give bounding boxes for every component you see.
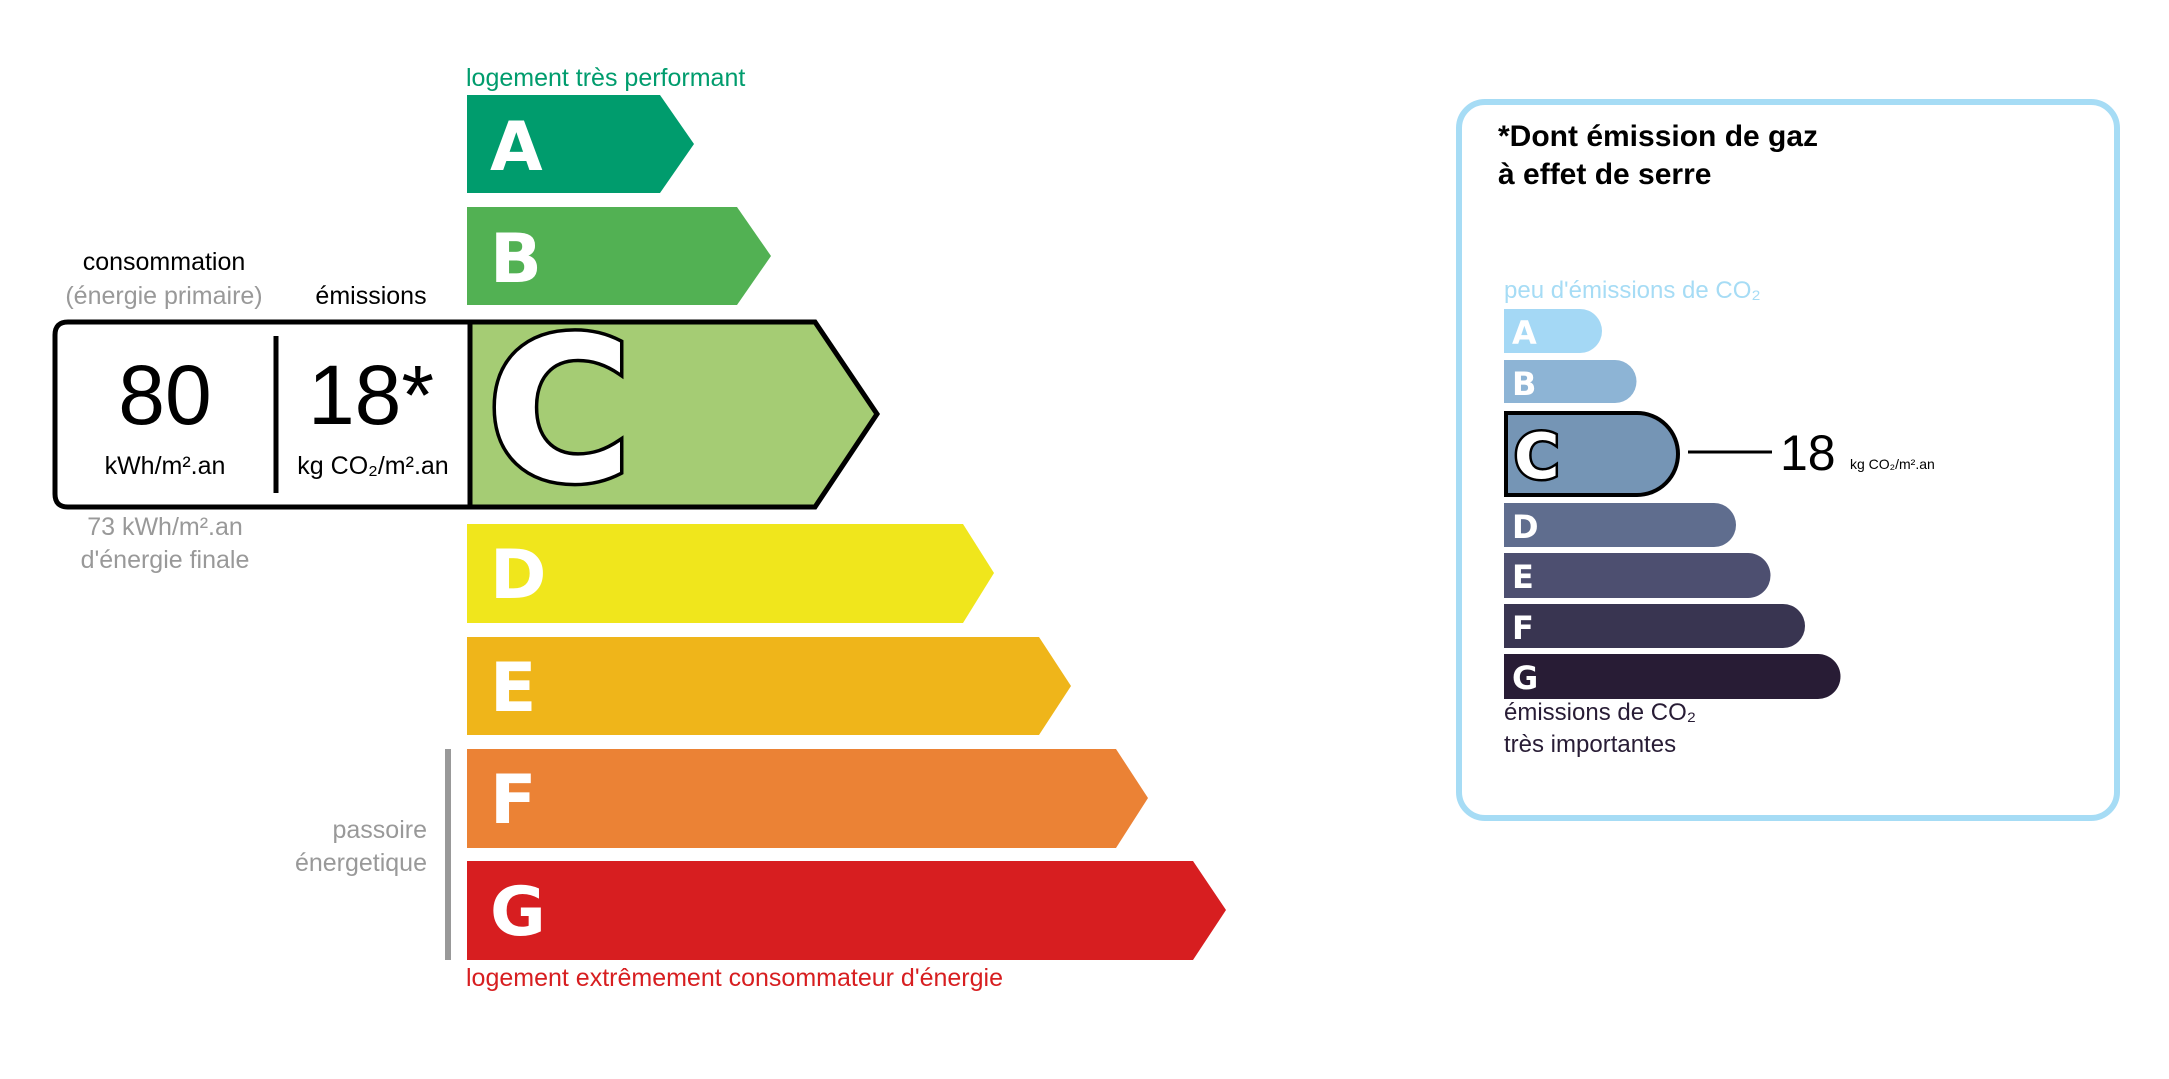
passoire-label-1: passoire bbox=[333, 816, 428, 844]
ges-bar-g bbox=[1504, 654, 1841, 699]
energy-bar-b bbox=[467, 207, 771, 305]
consumption-title: consommation bbox=[83, 248, 246, 276]
energy-letter-f: F bbox=[490, 761, 536, 840]
consumption-unit: kWh/m².an bbox=[105, 452, 226, 480]
passoire-label-2: énergetique bbox=[295, 849, 427, 877]
final-energy-value: 73 kWh/m².an bbox=[87, 513, 243, 541]
ges-letter-e: E bbox=[1512, 558, 1534, 596]
ges-bar-d bbox=[1504, 503, 1736, 547]
ges-bar-a bbox=[1504, 309, 1602, 353]
ges-letter-a: A bbox=[1512, 314, 1537, 352]
ges-letter-f: F bbox=[1512, 609, 1534, 647]
bottom-label: logement extrêmement consommateur d'éner… bbox=[466, 964, 1003, 992]
energy-class-d: D bbox=[467, 524, 994, 623]
ges-unit: kg CO₂/m².an bbox=[1850, 456, 1935, 472]
emissions-unit: kg CO₂/m².an bbox=[297, 452, 448, 480]
energy-class-e: E bbox=[467, 637, 1071, 735]
energy-letter-g: G bbox=[490, 873, 546, 952]
energy-bar-e bbox=[467, 637, 1071, 735]
emissions-value: 18* bbox=[308, 348, 434, 442]
energy-class-b: B bbox=[467, 207, 771, 305]
energy-letter-e: E bbox=[490, 649, 536, 728]
ges-letter-d: D bbox=[1512, 508, 1539, 546]
energy-class-f: F bbox=[467, 749, 1148, 848]
consumption-value: 80 bbox=[118, 348, 211, 442]
ges-letter-g: G bbox=[1512, 659, 1538, 697]
ges-bar-e bbox=[1504, 553, 1771, 598]
ges-bar-b bbox=[1504, 360, 1637, 403]
energy-bar-f bbox=[467, 749, 1148, 848]
ges-panel: *Dont émission de gaz à effet de serre p… bbox=[1456, 99, 2120, 821]
energy-class-a: A bbox=[467, 95, 694, 193]
energy-letter-c: C bbox=[486, 295, 633, 528]
energy-letter-d: D bbox=[490, 536, 546, 615]
top-label: logement très performant bbox=[466, 64, 745, 92]
value-box bbox=[52, 319, 473, 510]
energy-bar-g bbox=[467, 861, 1226, 960]
ges-top-label: peu d'émissions de CO₂ bbox=[1504, 277, 1761, 304]
ges-value: 18 bbox=[1780, 425, 1836, 481]
energy-bar-c bbox=[467, 319, 881, 510]
final-energy-label: d'énergie finale bbox=[81, 546, 250, 574]
ges-bar-c bbox=[1504, 411, 1680, 497]
energy-bar-d bbox=[467, 524, 994, 623]
energy-letter-a: A bbox=[490, 108, 543, 187]
emissions-title: émissions bbox=[315, 282, 426, 310]
ges-letter-c: C bbox=[1514, 420, 1560, 493]
energy-letter-b: B bbox=[490, 220, 542, 299]
consumption-subtitle: (énergie primaire) bbox=[65, 282, 262, 310]
ges-title-1: *Dont émission de gaz bbox=[1498, 120, 1818, 153]
energy-current-row: C 80 kWh/m².an 18* kg CO₂/m².an bbox=[52, 292, 881, 532]
energy-bar-a bbox=[467, 95, 694, 193]
energy-class-g: G bbox=[467, 861, 1226, 960]
ges-bottom-label-1: émissions de CO₂ bbox=[1504, 699, 1696, 726]
ges-bar-f bbox=[1504, 604, 1805, 648]
ges-bottom-label-2: très importantes bbox=[1504, 731, 1676, 758]
ges-title-2: à effet de serre bbox=[1498, 158, 1711, 191]
ges-letter-b: B bbox=[1512, 365, 1536, 403]
